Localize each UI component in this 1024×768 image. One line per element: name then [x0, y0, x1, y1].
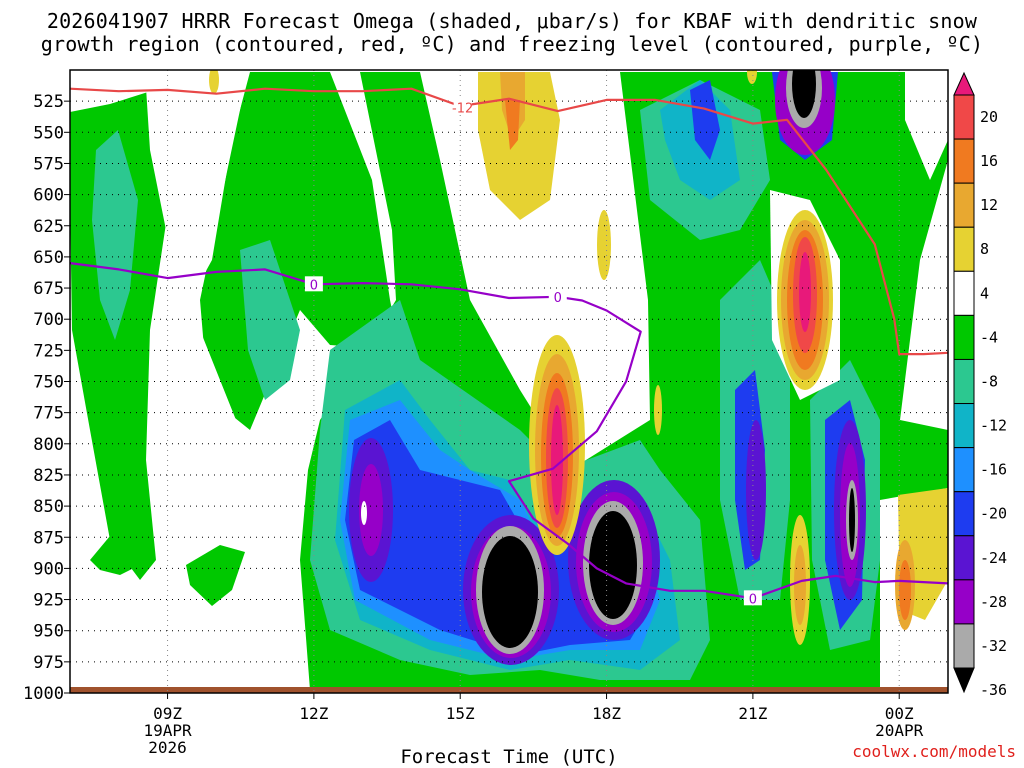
x-tick-label: 15Z	[446, 704, 475, 723]
colorbar-bin	[953, 94, 975, 140]
colorbar-label: 20	[980, 108, 998, 126]
colorbar-bin	[953, 667, 975, 694]
y-tick-label: 625	[33, 217, 64, 237]
freezing-level-label: 0	[554, 291, 562, 306]
omega-core-black	[589, 511, 637, 619]
y-tick-label: 875	[33, 528, 64, 548]
omega-blob-green	[90, 530, 150, 575]
colorbar-label: -12	[980, 417, 1007, 435]
colorbar-label: 16	[980, 152, 998, 170]
isotherm-minus12-line	[70, 87, 948, 356]
x-tick-date: 20APR	[875, 721, 924, 740]
colorbar-bin	[953, 579, 975, 625]
colorbar-bin	[953, 535, 975, 581]
freezing-level-label-bg	[304, 276, 323, 292]
y-tick-label: 775	[33, 404, 64, 424]
colorbar-bin	[953, 491, 975, 537]
omega-region-white	[145, 72, 250, 300]
y-tick-label: 675	[33, 279, 64, 299]
omega-blob-green	[186, 545, 245, 606]
omega-core-indigo	[746, 420, 766, 560]
freezing-level-label-bg	[743, 590, 762, 606]
y-tick-label: 725	[33, 341, 64, 361]
omega-blob-gold	[794, 545, 806, 625]
omega-blob-teal	[240, 240, 300, 400]
omega-blob-yellow	[209, 70, 219, 94]
colorbar-bin	[953, 270, 975, 316]
colorbar-label: -24	[980, 549, 1007, 567]
freezing-level-label-bg	[548, 288, 567, 304]
colorbar-bin	[953, 358, 975, 405]
ground-surface	[70, 687, 948, 693]
omega-blob-yellow	[597, 210, 611, 280]
x-tick-label: 21Z	[738, 704, 767, 723]
y-tick-label: 950	[33, 622, 64, 642]
y-tick-label: 850	[33, 497, 64, 517]
colorbar-label: 4	[980, 284, 989, 302]
y-tick-label: 925	[33, 591, 64, 611]
colorbar-label: -8	[980, 373, 998, 391]
x-tick-label: 09Z	[153, 704, 182, 723]
credit-text: coolwx.com/models	[852, 742, 1016, 761]
colorbar-bin	[953, 138, 975, 184]
y-tick-label: 975	[33, 653, 64, 673]
x-axis-label: Forecast Time (UTC)	[400, 746, 618, 768]
y-tick-label: 575	[33, 154, 64, 174]
colorbar-label: 12	[980, 196, 998, 214]
colorbar-label: -16	[980, 461, 1007, 479]
omega-region-white	[168, 330, 240, 540]
y-tick-label: 750	[33, 373, 64, 393]
colorbar-bin	[953, 314, 975, 360]
omega-region-white	[905, 72, 948, 180]
colorbar-label: -32	[980, 637, 1007, 655]
chart-title-line-1: 2026041907 HRRR Forecast Omega (shaded, …	[46, 9, 978, 33]
isotherm-label-bg	[453, 99, 472, 115]
colorbar-bin	[953, 403, 975, 449]
y-tick-label: 550	[33, 123, 64, 143]
freezing-level-label: 0	[749, 592, 757, 607]
omega-blob-teal	[92, 130, 138, 340]
omega-blob-blue	[690, 80, 720, 160]
y-tick-label: 1000	[23, 684, 64, 704]
chart-title-line-2: growth region (contoured, red, ºC) and f…	[40, 32, 984, 56]
y-tick-label: 650	[33, 248, 64, 268]
colorbar-label: 8	[980, 240, 989, 258]
colorbar-bin	[953, 623, 975, 669]
y-tick-label: 900	[33, 559, 64, 579]
y-tick-label: 825	[33, 466, 64, 486]
omega-blob-pink	[799, 252, 811, 332]
isotherm-label: -12	[452, 101, 473, 116]
omega-blob-yellow	[654, 385, 662, 435]
y-tick-label: 800	[33, 435, 64, 455]
colorbar-bin	[953, 182, 975, 228]
y-tick-label: 525	[33, 92, 64, 112]
omega-blob-orange	[505, 100, 520, 150]
x-tick-label: 18Z	[592, 704, 621, 723]
x-tick-label: 12Z	[299, 704, 328, 723]
x-tick-year: 2026	[148, 738, 187, 757]
omega-blob-pink	[551, 405, 563, 515]
omega-blob-yellow	[747, 70, 757, 84]
colorbar-label: -28	[980, 593, 1007, 611]
colorbar-label: -36	[980, 681, 1007, 699]
y-tick-label: 700	[33, 310, 64, 330]
colorbar-label: -20	[980, 505, 1007, 523]
omega-core-white	[361, 501, 367, 525]
omega-blob-orange	[899, 560, 911, 620]
colorbar-label: -4	[980, 328, 998, 346]
omega-core-black	[792, 70, 816, 118]
x-tick-label: 00Z	[885, 704, 914, 723]
y-tick-label: 600	[33, 186, 64, 206]
omega-core-black	[849, 488, 855, 552]
colorbar-bin	[953, 447, 975, 493]
colorbar-bin	[953, 226, 975, 272]
colorbar-bin	[953, 71, 975, 96]
freezing-level-label: 0	[310, 278, 318, 293]
x-tick-date: 19APR	[143, 721, 192, 740]
omega-blob-yellow	[478, 72, 560, 220]
omega-core-black	[482, 536, 538, 648]
omega-core-purple	[359, 464, 383, 556]
